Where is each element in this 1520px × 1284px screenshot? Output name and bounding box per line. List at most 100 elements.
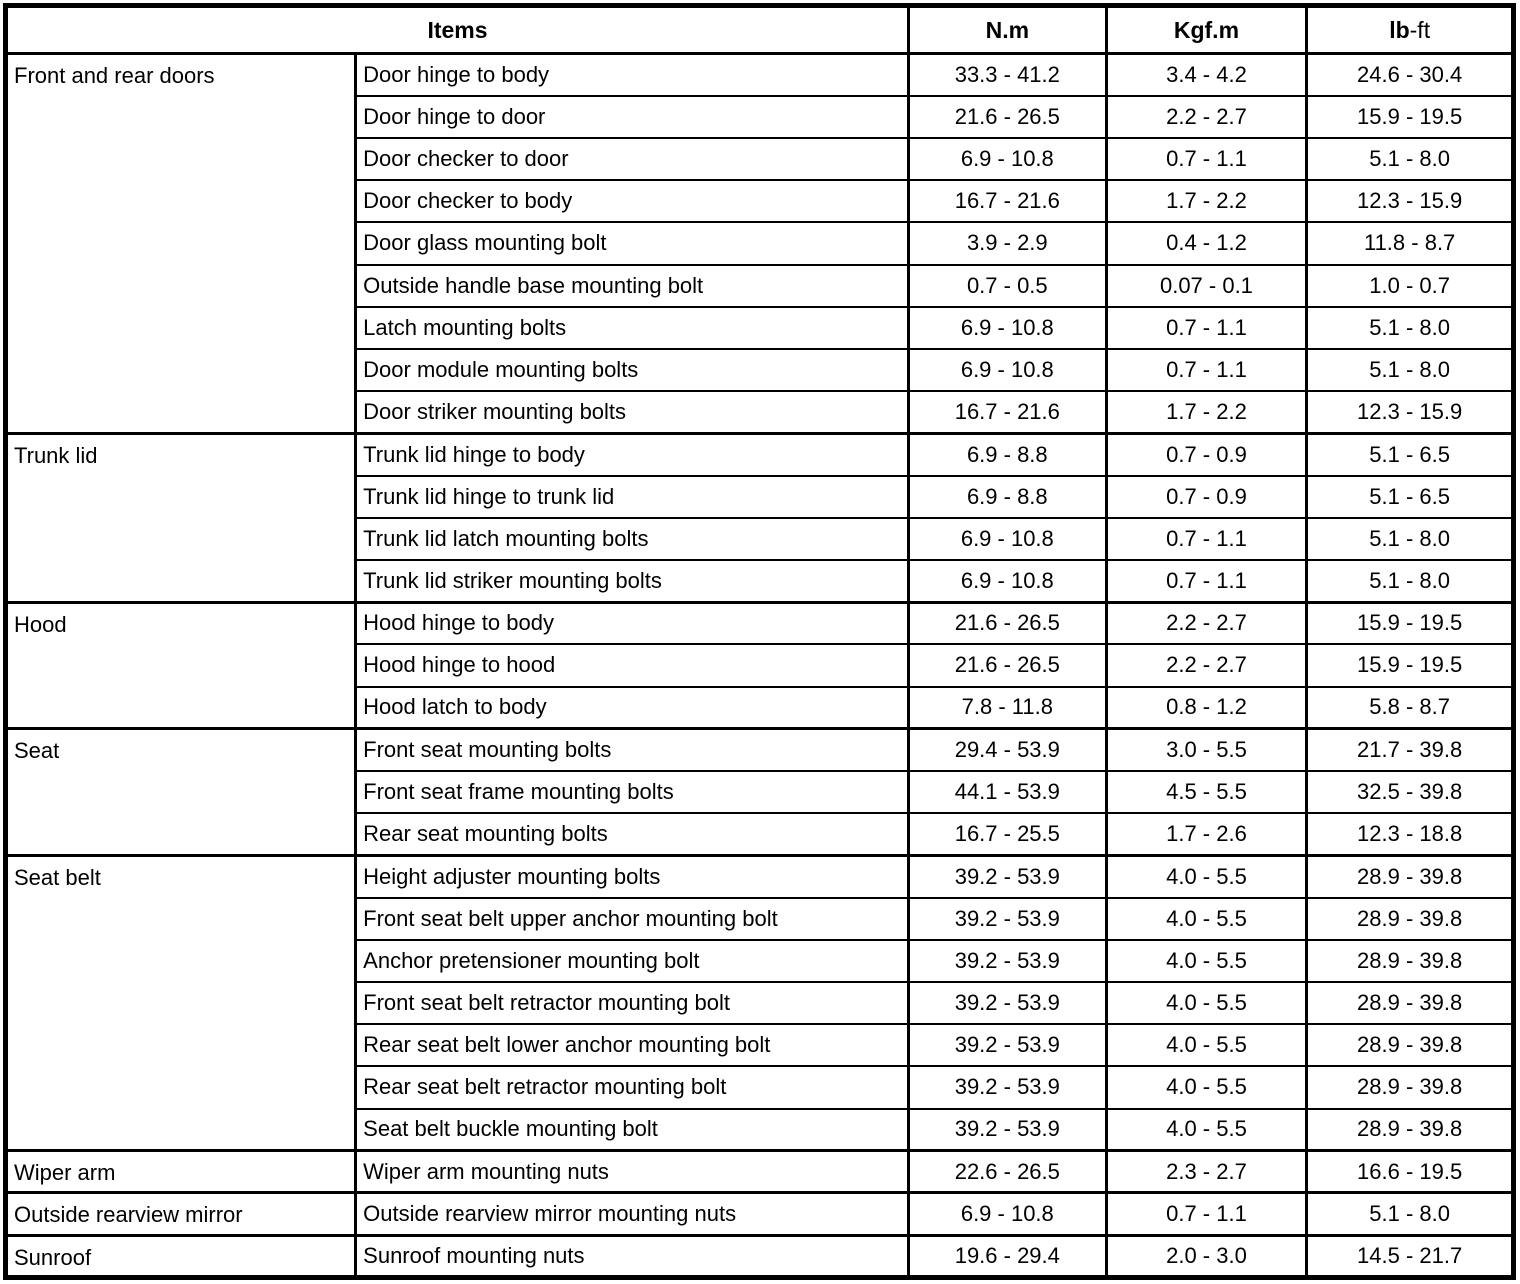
- value-nm-cell: 33.3 - 41.2: [906, 51, 1108, 97]
- table-row: Seat belt buckle mounting bolt 39.2 - 53.…: [6, 1107, 1515, 1152]
- table-row: Hood latch to body 7.8 - 11.8 0.8 - 1.2 5.8…: [6, 685, 1515, 730]
- value-kgfm-cell: 2.3 - 2.7: [1104, 1149, 1309, 1194]
- value-lbft-cell: 5.1 - 8.0: [1305, 347, 1515, 393]
- table-row: Front seat belt retractor mounting bolt 3…: [6, 980, 1515, 1026]
- item-cell: Rear seat belt retractor mounting bolt: [354, 1065, 910, 1110]
- table-row: Anchor pretensioner mounting bolt 39.2 - …: [6, 938, 1515, 983]
- header-items: Items: [4, 4, 910, 55]
- torque-spec-table: Items N.m Kgf.m lb-ft Front and rear doo…: [3, 3, 1516, 1280]
- value-lbft-cell: 5.1 - 6.5: [1305, 474, 1515, 519]
- value-kgfm-cell: 3.4 - 4.2: [1104, 51, 1309, 97]
- value-lbft-cell: 5.1 - 8.0: [1305, 305, 1515, 350]
- table-row: Door module mounting bolts 6.9 - 10.8 0.7 …: [6, 347, 1515, 393]
- category-cell: Seat: [3, 727, 358, 857]
- value-kgfm-cell: 0.7 - 1.1: [1104, 1191, 1309, 1237]
- value-lbft-cell: 12.3 - 18.8: [1305, 812, 1515, 857]
- category-cell: Hood: [3, 600, 358, 730]
- header-row: Items N.m Kgf.m lb-ft: [4, 4, 1515, 55]
- item-cell: Height adjuster mounting bolts: [354, 853, 910, 899]
- value-kgfm-cell: 0.7 - 1.1: [1104, 558, 1309, 604]
- table-row: Wiper arm Wiper arm mounting nuts 22.6 - 2…: [3, 1149, 1515, 1194]
- table-row: Rear seat mounting bolts 16.7 - 25.5 1.7 -…: [6, 812, 1515, 857]
- item-cell: Latch mounting bolts: [354, 305, 910, 350]
- category-cell: Sunroof: [3, 1233, 358, 1279]
- table-body: Front and rear doors Door hinge to body 33…: [3, 51, 1515, 1279]
- item-cell: Door checker to door: [354, 136, 910, 182]
- table-header: Items N.m Kgf.m lb-ft: [4, 4, 1515, 55]
- value-lbft-cell: 28.9 - 39.8: [1305, 853, 1515, 899]
- item-cell: Door checker to body: [354, 179, 910, 224]
- value-lbft-cell: 5.1 - 8.0: [1305, 558, 1515, 604]
- value-nm-cell: 6.9 - 10.8: [906, 347, 1108, 393]
- value-kgfm-cell: 4.0 - 5.5: [1104, 938, 1309, 983]
- value-kgfm-cell: 2.2 - 2.7: [1104, 600, 1309, 646]
- item-cell: Outside rearview mirror mounting nuts: [354, 1191, 910, 1237]
- value-lbft-cell: 28.9 - 39.8: [1305, 1065, 1515, 1110]
- value-lbft-cell: 28.9 - 39.8: [1305, 1023, 1515, 1068]
- category-cell: Wiper arm: [3, 1149, 358, 1194]
- value-nm-cell: 16.7 - 21.6: [906, 179, 1108, 224]
- table-row: Door striker mounting bolts 16.7 - 21.6 1.…: [6, 390, 1515, 435]
- item-cell: Front seat belt retractor mounting bolt: [354, 980, 910, 1026]
- table-row: Door hinge to door 21.6 - 26.5 2.2 - 2.7 15…: [6, 94, 1515, 139]
- value-lbft-cell: 12.3 - 15.9: [1305, 390, 1515, 435]
- value-kgfm-cell: 1.7 - 2.2: [1104, 179, 1309, 224]
- value-lbft-cell: 5.1 - 8.0: [1305, 1191, 1515, 1237]
- category-cell: Seat belt: [3, 853, 358, 1152]
- table-row: Seat belt Height adjuster mounting bolts 3…: [3, 853, 1515, 1152]
- table-row: Front seat belt upper anchor mounting bo…: [6, 896, 1515, 941]
- item-cell: Door hinge to door: [354, 94, 910, 139]
- table-row: Door glass mounting bolt 3.9 - 2.9 0.4 - 1…: [6, 221, 1515, 266]
- value-lbft-cell: 5.1 - 8.0: [1305, 136, 1515, 182]
- value-lbft-cell: 12.3 - 15.9: [1305, 179, 1515, 224]
- value-lbft-cell: 15.9 - 19.5: [1305, 600, 1515, 646]
- table-row: Hood hinge to hood 21.6 - 26.5 2.2 - 2.7 15…: [6, 643, 1515, 688]
- header-lbft-bold: lb: [1389, 16, 1410, 43]
- table-row: Sunroof Sunroof mounting nuts 19.6 - 29.4 2…: [3, 1233, 1515, 1279]
- table-row: Trunk lid hinge to trunk lid 6.9 - 8.8 0.7…: [6, 474, 1515, 519]
- table-row: Seat Front seat mounting bolts 29.4 - 53.9…: [3, 727, 1515, 857]
- table-row: Trunk lid Trunk lid hinge to body 6.9 - 8.…: [3, 431, 1515, 604]
- value-nm-cell: 6.9 - 10.8: [906, 558, 1108, 604]
- table-row: Trunk lid striker mounting bolts 6.9 - 10…: [6, 558, 1515, 604]
- table-row: Trunk lid latch mounting bolts 6.9 - 10.8…: [6, 516, 1515, 561]
- value-nm-cell: 16.7 - 25.5: [906, 812, 1108, 857]
- value-kgfm-cell: 0.7 - 1.1: [1104, 305, 1309, 350]
- value-nm-cell: 39.2 - 53.9: [906, 1065, 1108, 1110]
- value-nm-cell: 39.2 - 53.9: [906, 938, 1108, 983]
- item-cell: Front seat mounting bolts: [354, 727, 910, 772]
- value-kgfm-cell: 4.0 - 5.5: [1104, 1107, 1309, 1152]
- value-kgfm-cell: 4.0 - 5.5: [1104, 853, 1309, 899]
- item-cell: Hood hinge to hood: [354, 643, 910, 688]
- value-lbft-cell: 21.7 - 39.8: [1305, 727, 1515, 772]
- item-cell: Anchor pretensioner mounting bolt: [354, 938, 910, 983]
- value-nm-cell: 6.9 - 10.8: [906, 305, 1108, 350]
- value-lbft-cell: 5.1 - 6.5: [1305, 431, 1515, 477]
- value-nm-cell: 21.6 - 26.5: [906, 94, 1108, 139]
- value-kgfm-cell: 0.7 - 1.1: [1104, 136, 1309, 182]
- value-lbft-cell: 1.0 - 0.7: [1305, 263, 1515, 308]
- header-lbft: lb-ft: [1305, 4, 1515, 55]
- item-cell: Hood latch to body: [354, 685, 910, 730]
- value-kgfm-cell: 0.7 - 1.1: [1104, 516, 1309, 561]
- item-cell: Door hinge to body: [354, 51, 910, 97]
- item-cell: Trunk lid latch mounting bolts: [354, 516, 910, 561]
- value-lbft-cell: 28.9 - 39.8: [1305, 938, 1515, 983]
- value-kgfm-cell: 0.07 - 0.1: [1104, 263, 1309, 308]
- item-cell: Door glass mounting bolt: [354, 221, 910, 266]
- value-kgfm-cell: 4.5 - 5.5: [1104, 769, 1309, 815]
- value-nm-cell: 29.4 - 53.9: [906, 727, 1108, 772]
- value-lbft-cell: 24.6 - 30.4: [1305, 51, 1515, 97]
- item-cell: Front seat belt upper anchor mounting bo…: [354, 896, 910, 941]
- value-nm-cell: 3.9 - 2.9: [906, 221, 1108, 266]
- item-cell: Seat belt buckle mounting bolt: [354, 1107, 910, 1152]
- value-lbft-cell: 5.1 - 8.0: [1305, 516, 1515, 561]
- table-row: Outside rearview mirror Outside rearview …: [3, 1191, 1515, 1237]
- value-lbft-cell: 11.8 - 8.7: [1305, 221, 1515, 266]
- value-kgfm-cell: 0.7 - 0.9: [1104, 431, 1309, 477]
- table-row: Rear seat belt lower anchor mounting bol…: [6, 1023, 1515, 1068]
- item-cell: Sunroof mounting nuts: [354, 1233, 910, 1279]
- value-kgfm-cell: 2.2 - 2.7: [1104, 643, 1309, 688]
- value-lbft-cell: 5.8 - 8.7: [1305, 685, 1515, 730]
